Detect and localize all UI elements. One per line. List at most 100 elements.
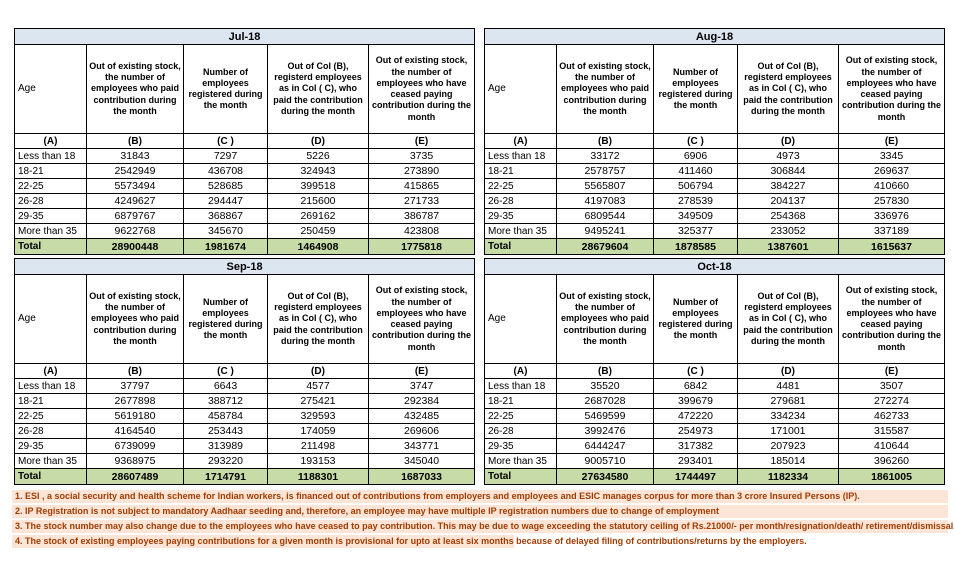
value-cell: 415865	[367, 178, 476, 194]
value-cell: 9495241	[556, 223, 654, 239]
table-row: More than 35 9005710 293401 185014 396260	[484, 453, 946, 469]
value-cell: 254368	[737, 208, 839, 224]
value-cell: 317382	[653, 438, 738, 454]
value-cell: 293401	[653, 453, 738, 469]
total-value-cell: 28679604	[556, 238, 654, 255]
value-cell: 399679	[653, 393, 738, 409]
value-cell: 6879767	[86, 208, 184, 224]
age-group-cell: More than 35	[484, 453, 557, 469]
col-letter-d: (D)	[267, 133, 369, 149]
col-e-header: Out of existing stock, the number of emp…	[838, 44, 945, 134]
value-cell: 6739099	[86, 438, 184, 454]
column-letter-row: (A) (B) (C ) (D) (E)	[14, 363, 476, 379]
table-row: More than 35 9495241 325377 233052 337189	[484, 223, 945, 239]
age-group-cell: 18-21	[484, 393, 557, 409]
value-cell: 386787	[367, 208, 476, 224]
value-cell: 472220	[653, 408, 738, 424]
table-row: 26-28 4164540 253443 174059 269606	[14, 423, 476, 439]
age-group-cell: 29-35	[14, 208, 87, 224]
table-row: 29-35 6444247 317382 207923 410644	[484, 438, 946, 454]
col-letter-d: (D)	[737, 363, 839, 379]
value-cell: 349509	[653, 208, 738, 224]
value-cell: 4973	[737, 148, 839, 164]
col-letter-b: (B)	[86, 133, 184, 149]
value-cell: 384227	[737, 178, 839, 194]
col-letter-e: (E)	[838, 133, 945, 149]
value-cell: 215600	[267, 193, 369, 209]
total-value-cell: 27634580	[556, 468, 654, 485]
age-group-cell: 18-21	[484, 163, 557, 179]
value-cell: 269162	[267, 208, 369, 224]
col-letter-c: (C )	[653, 363, 738, 379]
value-cell: 269606	[367, 423, 476, 439]
value-cell: 9622768	[86, 223, 184, 239]
total-value-cell: 1464908	[267, 238, 369, 255]
col-letter-a: (A)	[484, 363, 557, 379]
value-cell: 9005710	[556, 453, 654, 469]
value-cell: 396260	[837, 453, 946, 469]
col-letter-a: (A)	[14, 363, 87, 379]
month-table: Oct-18 Age Out of existing stock, the nu…	[483, 258, 946, 485]
col-letter-c: (C )	[183, 363, 268, 379]
table-row: 18-21 2677898 388712 275421 292384	[14, 393, 476, 409]
value-cell: 4249627	[86, 193, 184, 209]
value-cell: 185014	[737, 453, 839, 469]
total-value-cell: 1744497	[653, 468, 738, 485]
total-value-cell: 1188301	[267, 468, 369, 485]
value-cell: 271733	[367, 193, 476, 209]
column-letter-row: (A) (B) (C ) (D) (E)	[14, 133, 476, 149]
value-cell: 253443	[183, 423, 268, 439]
value-cell: 275421	[267, 393, 369, 409]
value-cell: 6444247	[556, 438, 654, 454]
month-table-body: Less than 18 31843 7297 5226 3735 18-21 254294…	[14, 148, 476, 255]
age-group-cell: 26-28	[14, 193, 87, 209]
value-cell: 462733	[837, 408, 946, 424]
value-cell: 306844	[737, 163, 839, 179]
total-label-cell: Total	[484, 468, 557, 485]
col-letter-b: (B)	[556, 133, 654, 149]
footnote-3: 3. The stock number may also change due …	[12, 520, 954, 533]
age-group-cell: Less than 18	[14, 148, 87, 164]
value-cell: 329593	[267, 408, 369, 424]
value-cell: 207923	[737, 438, 839, 454]
value-cell: 3735	[367, 148, 476, 164]
value-cell: 2578757	[556, 163, 654, 179]
value-cell: 269637	[838, 163, 945, 179]
month-table-body: Less than 18 35520 6842 4481 3507 18-21 268702…	[484, 378, 946, 485]
month-title-row: Jul-18	[13, 28, 476, 45]
table-row: More than 35 9368975 293220 193153 345040	[14, 453, 476, 469]
table-row: 26-28 3992476 254973 171001 315587	[484, 423, 946, 439]
age-group-cell: Less than 18	[484, 378, 557, 394]
value-cell: 410644	[837, 438, 946, 454]
total-value-cell: 1387601	[737, 238, 839, 255]
month-table-body: Less than 18 33172 6906 4973 3345 18-21 257875…	[484, 148, 945, 255]
age-group-cell: 18-21	[14, 163, 87, 179]
column-letter-row: (A) (B) (C ) (D) (E)	[484, 363, 946, 379]
value-cell: 254973	[653, 423, 738, 439]
col-letter-b: (B)	[556, 363, 654, 379]
month-table: Jul-18 Age Out of existing stock, the nu…	[13, 28, 476, 255]
age-group-cell: 26-28	[484, 423, 557, 439]
col-b-header: Out of existing stock, the number of emp…	[556, 44, 654, 134]
table-row: Less than 18 33172 6906 4973 3345	[484, 148, 945, 164]
total-label-cell: Total	[14, 238, 87, 255]
value-cell: 3747	[367, 378, 476, 394]
value-cell: 410660	[838, 178, 945, 194]
col-letter-c: (C )	[653, 133, 738, 149]
col-e-header: Out of existing stock, the number of emp…	[367, 44, 476, 134]
age-group-cell: 22-25	[14, 408, 87, 424]
col-b-header: Out of existing stock, the number of emp…	[556, 274, 654, 364]
age-group-cell: 22-25	[14, 178, 87, 194]
month-table-slot-aug: Aug-18 Age Out of existing stock, the nu…	[484, 28, 945, 255]
total-value-cell: 1615637	[838, 238, 945, 255]
footnote-2: 2. IP Registration is not subject to man…	[12, 505, 948, 518]
total-row: Total 28607489 1714791 1188301 1687033	[14, 468, 476, 485]
value-cell: 528685	[183, 178, 268, 194]
table-row: 22-25 5573494 528685 399518 415865	[14, 178, 476, 194]
value-cell: 37797	[86, 378, 184, 394]
value-cell: 4577	[267, 378, 369, 394]
column-header-row: Age Out of existing stock, the number of…	[484, 44, 945, 134]
column-header-row: Age Out of existing stock, the number of…	[484, 274, 946, 364]
value-cell: 2687028	[556, 393, 654, 409]
